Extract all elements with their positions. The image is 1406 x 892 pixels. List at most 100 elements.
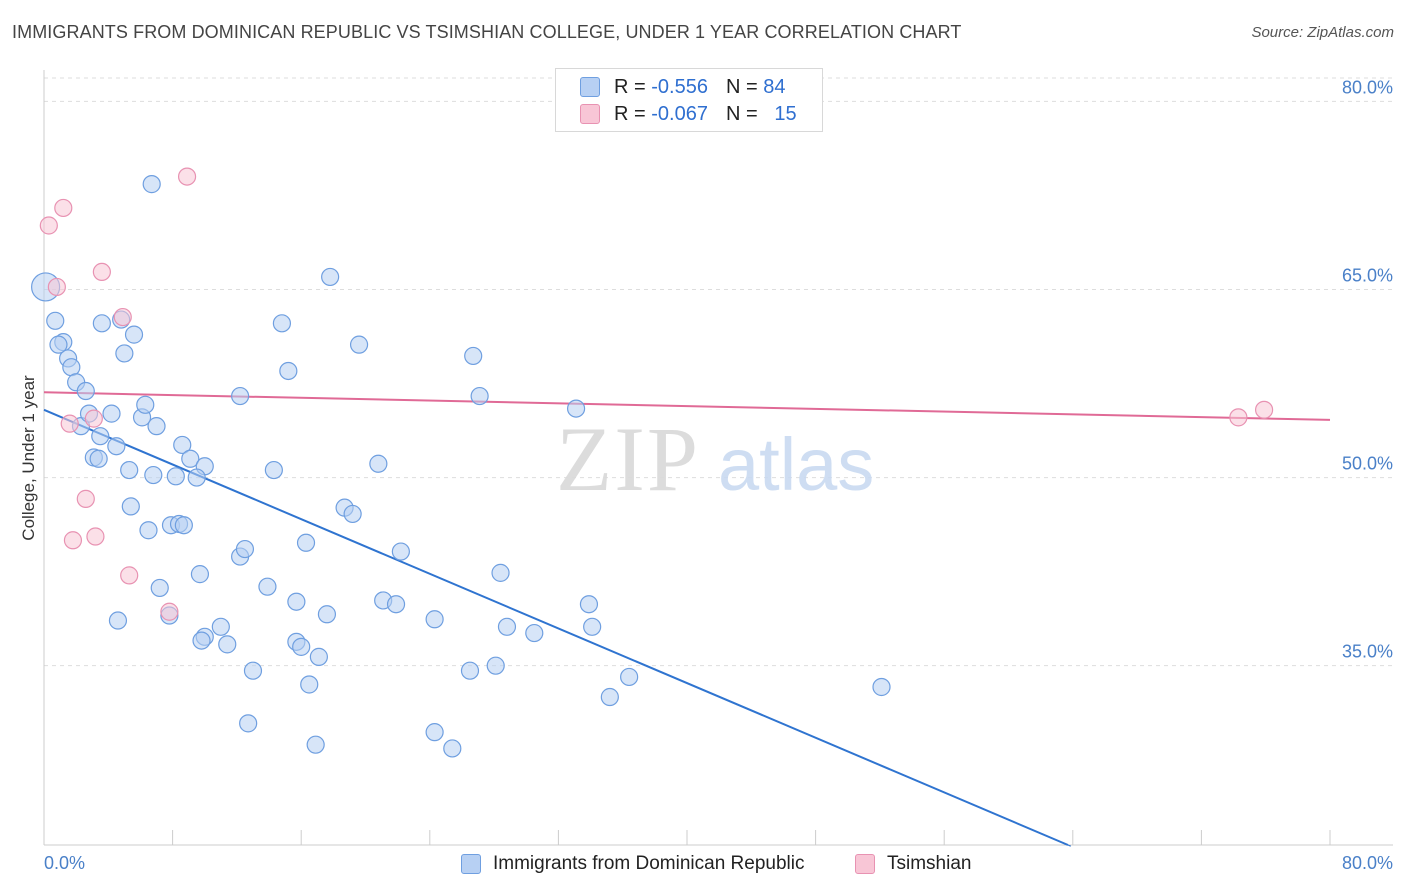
point-tsimshian (177, 167, 197, 186)
legend-r-value: -0.067 (651, 102, 708, 125)
point-dominican (317, 605, 337, 624)
point-dominican (258, 577, 277, 596)
point-dominican (272, 314, 292, 333)
point-dominican (566, 399, 586, 418)
point-dominican (349, 335, 369, 354)
point-dominican (583, 617, 602, 636)
legend-row-dominican: R = -0.556 N = 84 (580, 75, 785, 99)
point-dominican (76, 381, 95, 401)
stats-legend: R = -0.556 N = 84 R = -0.067 N = 15 (555, 68, 823, 132)
point-dominican (231, 386, 250, 406)
point-dominican (211, 617, 230, 636)
point-dominican (142, 175, 161, 194)
point-tsimshian (86, 527, 105, 546)
trend-line (43, 391, 1331, 421)
data-points (31, 167, 1274, 758)
point-dominican (243, 661, 263, 680)
point-dominican (107, 437, 126, 456)
point-dominican (600, 687, 619, 707)
point-dominican (218, 635, 237, 654)
point-tsimshian (1229, 408, 1248, 427)
bottom-legend-label: Tsimshian (887, 853, 972, 874)
point-dominican (108, 611, 128, 630)
point-dominican (174, 516, 193, 535)
point-tsimshian (113, 307, 132, 327)
point-dominican (321, 267, 340, 287)
y-tick-label: 80.0% (1342, 77, 1393, 97)
point-dominican (89, 449, 108, 468)
legend-n-label: N = (725, 75, 758, 98)
point-dominican (287, 592, 306, 611)
bottom-legend-label: Immigrants from Dominican Republic (493, 853, 805, 874)
trend-line-extension (1067, 844, 1074, 848)
point-tsimshian (160, 602, 179, 621)
bottom-legend-dominican: Immigrants from Dominican Republic (461, 852, 805, 876)
point-dominican (486, 656, 505, 675)
bottom-legend-swatch-pink (855, 854, 875, 874)
point-dominican (279, 361, 298, 381)
point-dominican (579, 595, 599, 614)
point-dominican (62, 358, 81, 377)
y-tick-label: 35.0% (1342, 642, 1393, 662)
point-tsimshian (54, 198, 73, 218)
point-dominican (166, 467, 185, 486)
grid-lines (44, 77, 1393, 667)
point-dominican (49, 335, 68, 354)
point-tsimshian (84, 409, 103, 428)
legend-r-label: R = (614, 102, 646, 125)
legend-row-tsimshian: R = -0.067 N = 15 (580, 102, 797, 126)
point-dominican (46, 311, 65, 330)
point-dominican (102, 404, 121, 423)
watermark: ZIP atlas (556, 408, 874, 510)
legend-n-value: 84 (763, 75, 786, 98)
point-dominican (150, 578, 169, 598)
point-tsimshian (47, 277, 66, 297)
point-dominican (497, 617, 517, 636)
point-dominican (386, 595, 406, 614)
point-dominican (136, 395, 155, 414)
axes (43, 70, 1393, 846)
point-dominican (235, 539, 255, 559)
y-tick-label: 65.0% (1342, 265, 1393, 285)
bottom-legend-tsimshian: Tsimshian (855, 852, 971, 876)
point-tsimshian (63, 531, 83, 550)
point-tsimshian (1254, 400, 1274, 419)
trend-lines (43, 391, 1331, 848)
point-dominican (139, 521, 158, 540)
legend-swatch-blue (580, 77, 600, 97)
point-dominican (296, 533, 316, 552)
point-dominican (425, 723, 444, 742)
trend-line (43, 408, 1069, 846)
point-dominican (120, 460, 139, 480)
point-dominican (491, 563, 510, 582)
point-dominican (391, 542, 410, 561)
legend-n-label: N = (725, 102, 758, 125)
legend-swatch-pink (580, 104, 600, 124)
point-dominican (144, 465, 163, 485)
bottom-legend-swatch-blue (461, 854, 481, 874)
point-dominican (470, 386, 489, 406)
point-dominican (91, 427, 110, 446)
point-dominican (369, 454, 388, 473)
point-dominican (292, 637, 311, 656)
watermark-zip: ZIP (556, 408, 700, 510)
point-dominican (425, 610, 444, 629)
point-dominican (147, 417, 166, 436)
point-tsimshian (39, 216, 58, 235)
point-dominican (525, 623, 544, 643)
point-dominican (115, 344, 134, 363)
point-dominican (306, 735, 325, 754)
point-dominican (187, 468, 206, 487)
point-dominican (872, 677, 891, 697)
legend-r-label: R = (614, 75, 646, 98)
y-tick-label: 50.0% (1342, 454, 1393, 474)
point-tsimshian (60, 414, 79, 433)
point-dominican (121, 497, 140, 516)
point-dominican (192, 631, 211, 650)
point-dominican (264, 460, 283, 480)
point-dominican (124, 325, 144, 344)
legend-r-value: -0.556 (651, 75, 708, 98)
watermark-atlas: atlas (718, 423, 874, 506)
point-dominican (620, 667, 639, 687)
